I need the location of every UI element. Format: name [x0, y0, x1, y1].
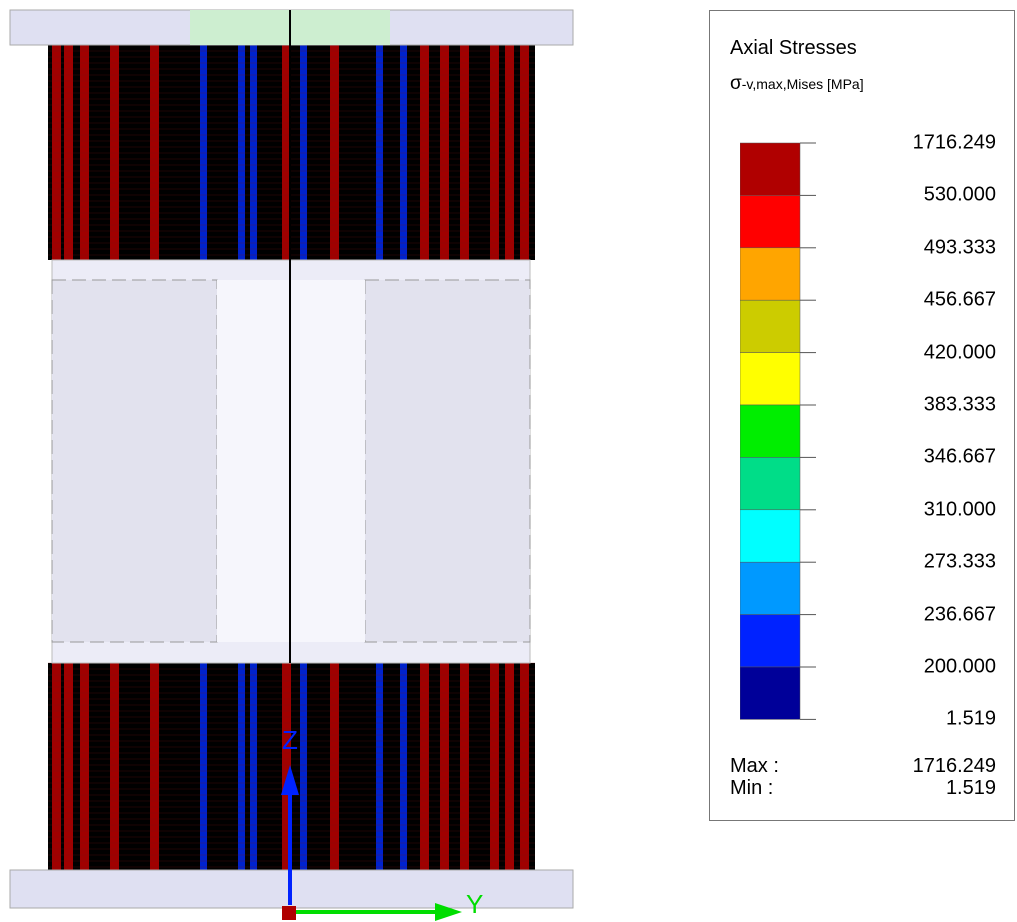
y-label: Y [466, 889, 483, 919]
level-label: 236.667 [923, 603, 996, 626]
stripe [400, 45, 407, 260]
legend-title: Axial Stresses [730, 37, 857, 59]
stress-field [48, 44, 535, 870]
level-label: 346.667 [923, 445, 996, 468]
color-band [740, 509, 801, 563]
stripe [505, 45, 514, 260]
level-label: 383.333 [923, 393, 996, 416]
color-band [740, 666, 801, 720]
color-band [740, 142, 801, 196]
stripe [460, 663, 469, 870]
color-bar [740, 142, 816, 720]
stripe [238, 663, 245, 870]
stripe [300, 45, 307, 260]
level-label: 1.519 [945, 707, 996, 730]
panel [364, 279, 531, 643]
legend: Axial Stresses σ-v,max,Mises [MPa] Max :… [709, 10, 1015, 821]
level-label: 420.000 [923, 341, 996, 364]
stripe [64, 45, 73, 260]
stripe [150, 663, 159, 870]
stripe [420, 663, 429, 870]
z-label: Z [282, 725, 298, 755]
stripe [440, 663, 449, 870]
stripe [505, 663, 514, 870]
stripe [150, 45, 159, 260]
level-label: 273.333 [923, 550, 996, 573]
stripe [520, 663, 529, 870]
color-band [740, 614, 801, 668]
legend-subtitle: σ-v,max,Mises [MPa] [730, 73, 864, 95]
color-band [740, 299, 801, 353]
stripe [238, 45, 245, 260]
level-label: 1716.249 [912, 131, 996, 154]
stripe [440, 45, 449, 260]
stripe [376, 45, 383, 260]
stripe [64, 663, 73, 870]
min-value: 1.519 [945, 777, 996, 799]
stripe [52, 45, 61, 260]
subtitle-text: -v,max,Mises [MPa] [741, 76, 864, 92]
level-label: 493.333 [923, 236, 996, 259]
stripe [330, 663, 339, 870]
stripe [300, 663, 307, 870]
stripe [200, 45, 207, 260]
stripe [80, 45, 89, 260]
stripe [282, 45, 291, 260]
color-band [740, 352, 801, 406]
level-label: 456.667 [923, 288, 996, 311]
max-value: 1716.249 [912, 755, 996, 777]
panel [51, 279, 218, 643]
y-arrow [435, 903, 462, 921]
stripe [460, 45, 469, 260]
z-arrow [281, 765, 299, 795]
max-label: Max : [730, 755, 779, 777]
color-band [740, 457, 801, 511]
model-view: Z Y [9, 9, 574, 921]
stripe [250, 663, 257, 870]
color-band [740, 195, 801, 249]
level-label: 200.000 [923, 655, 996, 678]
stripe [490, 45, 499, 260]
stripe [376, 663, 383, 870]
stripe [200, 663, 207, 870]
color-band [740, 247, 801, 301]
stripe [52, 663, 61, 870]
stripe [110, 45, 119, 260]
min-label: Min : [730, 777, 774, 799]
stripe [420, 45, 429, 260]
stripe [250, 45, 257, 260]
stripe [330, 45, 339, 260]
stripe [282, 663, 291, 870]
stripe [520, 45, 529, 260]
level-label: 310.000 [923, 498, 996, 521]
stripe [400, 663, 407, 870]
color-band [740, 561, 801, 615]
stripe [110, 663, 119, 870]
level-label: 530.000 [923, 183, 996, 206]
symbol: σ [730, 73, 742, 94]
stripe [490, 663, 499, 870]
origin [282, 906, 296, 920]
color-band [740, 404, 801, 458]
stripe [80, 663, 89, 870]
